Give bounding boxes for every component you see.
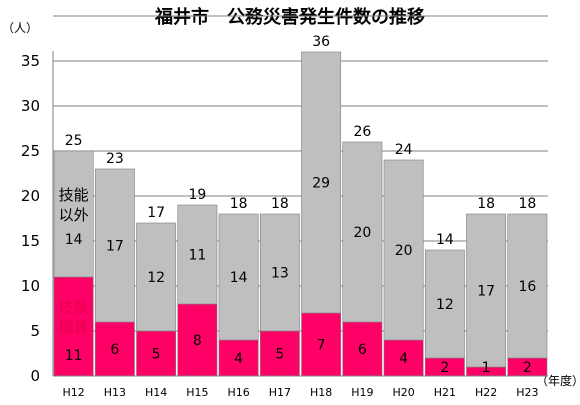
- grid: [53, 15, 548, 332]
- segment-label-other: 12: [436, 297, 454, 313]
- segment-label-skilled: 11: [65, 348, 83, 364]
- total-label: 25: [65, 133, 83, 149]
- segment-label-skilled: 6: [358, 342, 367, 358]
- segment-label-other: 16: [518, 279, 536, 295]
- x-tick-label: H12: [62, 386, 84, 399]
- bar-segment-other: [94, 168, 135, 323]
- segment-label-other: 20: [353, 225, 371, 241]
- bar-segment-skilled: [259, 330, 300, 377]
- y-tick-label: 10: [21, 277, 40, 295]
- total-label: 23: [106, 151, 124, 167]
- total-label: 24: [395, 142, 413, 158]
- x-tick-label: H22: [475, 386, 497, 399]
- segment-label-skilled: 4: [399, 351, 408, 367]
- y-tick-label: 15: [21, 232, 40, 250]
- total-label: 36: [312, 34, 330, 50]
- y-tick-label: 0: [30, 367, 40, 385]
- series-annotation-skilled: 技能: [59, 299, 89, 317]
- total-label: 14: [436, 232, 454, 248]
- bar-segment-other: [424, 249, 465, 359]
- bar-segment-other: [342, 141, 383, 323]
- bar-segment-other: [301, 51, 342, 314]
- x-tick-label: H14: [145, 386, 167, 399]
- y-tick-label: 25: [21, 142, 40, 160]
- bar-segment-other: [466, 213, 507, 368]
- bar-segment-other: [259, 213, 300, 332]
- bar-segment-skilled: [94, 321, 135, 377]
- bar-segment-skilled: [136, 330, 177, 377]
- x-tick-label: H16: [227, 386, 249, 399]
- labels: 2514112317617125191181814418135362972620…: [59, 34, 537, 376]
- segment-label-other: 14: [230, 270, 248, 286]
- x-tick-label: H15: [186, 386, 208, 399]
- bar-segment-other: [507, 213, 548, 359]
- x-tick-label: H17: [269, 386, 291, 399]
- segment-label-skilled: 2: [440, 360, 449, 376]
- segment-label-skilled: 8: [193, 333, 202, 349]
- x-tick-label: H23: [516, 386, 538, 399]
- bars: [53, 51, 548, 377]
- segment-label-skilled: 5: [275, 347, 284, 363]
- segment-label-skilled: 4: [234, 351, 243, 367]
- x-tick-label: H13: [104, 386, 126, 399]
- total-label: 18: [477, 196, 495, 212]
- series-annotation-skilled: 職員: [59, 319, 89, 337]
- y-tick-label: 30: [21, 97, 40, 115]
- segment-label-other: 17: [106, 239, 124, 255]
- x-unit-label: （年度）: [536, 373, 580, 388]
- y-unit-label: （人）: [2, 21, 38, 35]
- segment-label-other: 29: [312, 176, 330, 192]
- y-tick-label: 5: [30, 322, 40, 340]
- x-tick-label: H21: [434, 386, 456, 399]
- segment-label-other: 14: [65, 232, 83, 248]
- total-label: 17: [147, 205, 165, 221]
- segment-label-skilled: 5: [152, 347, 161, 363]
- series-annotation-other: 技能: [59, 186, 89, 204]
- series-annotation-other: 以外: [59, 206, 89, 224]
- segment-label-other: 17: [477, 284, 495, 300]
- x-tick-label: H19: [351, 386, 373, 399]
- segment-label-skilled: 1: [482, 360, 491, 376]
- y-tick-label: 20: [21, 187, 40, 205]
- bar-segment-other: [218, 213, 259, 341]
- total-label: 18: [518, 196, 536, 212]
- segment-label-other: 13: [271, 266, 289, 282]
- bar-segment-other: [177, 204, 218, 305]
- bar-segment-other: [53, 150, 94, 278]
- bar-segment-other: [136, 222, 177, 332]
- segment-label-skilled: 2: [523, 360, 532, 376]
- bar-segment-skilled: [383, 339, 424, 377]
- bar-segment-skilled: [218, 339, 259, 377]
- x-tick-label: H20: [392, 386, 414, 399]
- segment-label-other: 12: [147, 270, 165, 286]
- chart-title: 福井市 公務災害発生件数の推移: [154, 6, 425, 28]
- total-label: 19: [188, 187, 206, 203]
- total-label: 26: [353, 124, 371, 140]
- bar-segment-skilled: [177, 303, 218, 377]
- bar-segment-other: [383, 159, 424, 341]
- x-tick-label: H18: [310, 386, 332, 399]
- segment-label-skilled: 7: [317, 338, 326, 354]
- segment-label-skilled: 6: [110, 342, 119, 358]
- segment-label-other: 11: [188, 248, 206, 264]
- total-label: 18: [271, 196, 289, 212]
- total-label: 18: [230, 196, 248, 212]
- segment-label-other: 20: [395, 243, 413, 259]
- y-tick-label: 35: [21, 52, 40, 70]
- bar-segment-skilled: [301, 312, 342, 377]
